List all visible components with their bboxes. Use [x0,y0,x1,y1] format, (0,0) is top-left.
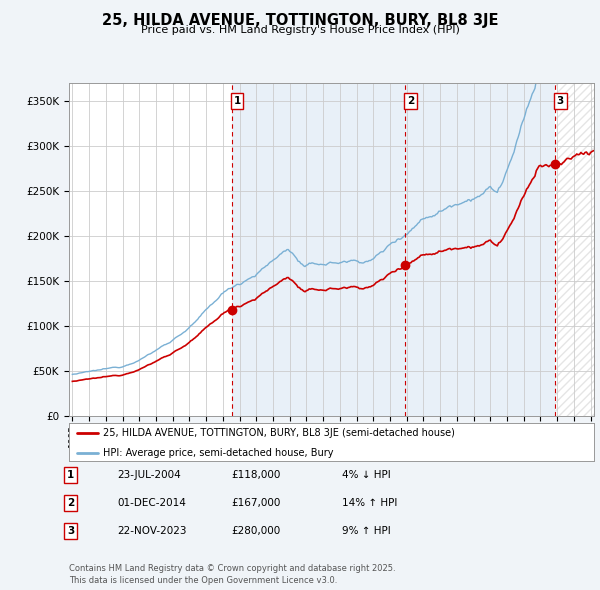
Text: 01-DEC-2014: 01-DEC-2014 [117,498,186,507]
Text: 2: 2 [67,498,74,507]
Text: HPI: Average price, semi-detached house, Bury: HPI: Average price, semi-detached house,… [103,448,334,458]
Text: 1: 1 [233,96,241,106]
Text: Price paid vs. HM Land Registry's House Price Index (HPI): Price paid vs. HM Land Registry's House … [140,25,460,35]
Text: 25, HILDA AVENUE, TOTTINGTON, BURY, BL8 3JE (semi-detached house): 25, HILDA AVENUE, TOTTINGTON, BURY, BL8 … [103,428,455,438]
Text: 1: 1 [67,470,74,480]
Text: 25, HILDA AVENUE, TOTTINGTON, BURY, BL8 3JE: 25, HILDA AVENUE, TOTTINGTON, BURY, BL8 … [102,13,498,28]
Text: 2: 2 [407,96,414,106]
Bar [555,83,594,416]
Text: 23-JUL-2004: 23-JUL-2004 [117,470,181,480]
Text: 22-NOV-2023: 22-NOV-2023 [117,526,187,536]
Text: £167,000: £167,000 [231,498,280,507]
Bar [232,83,406,416]
Text: 3: 3 [67,526,74,536]
Text: 9% ↑ HPI: 9% ↑ HPI [342,526,391,536]
Text: £118,000: £118,000 [231,470,280,480]
Text: 4% ↓ HPI: 4% ↓ HPI [342,470,391,480]
Text: 14% ↑ HPI: 14% ↑ HPI [342,498,397,507]
Text: Contains HM Land Registry data © Crown copyright and database right 2025.
This d: Contains HM Land Registry data © Crown c… [69,565,395,585]
Text: 3: 3 [557,96,564,106]
Bar [555,83,594,416]
Bar [406,83,555,416]
Text: £280,000: £280,000 [231,526,280,536]
